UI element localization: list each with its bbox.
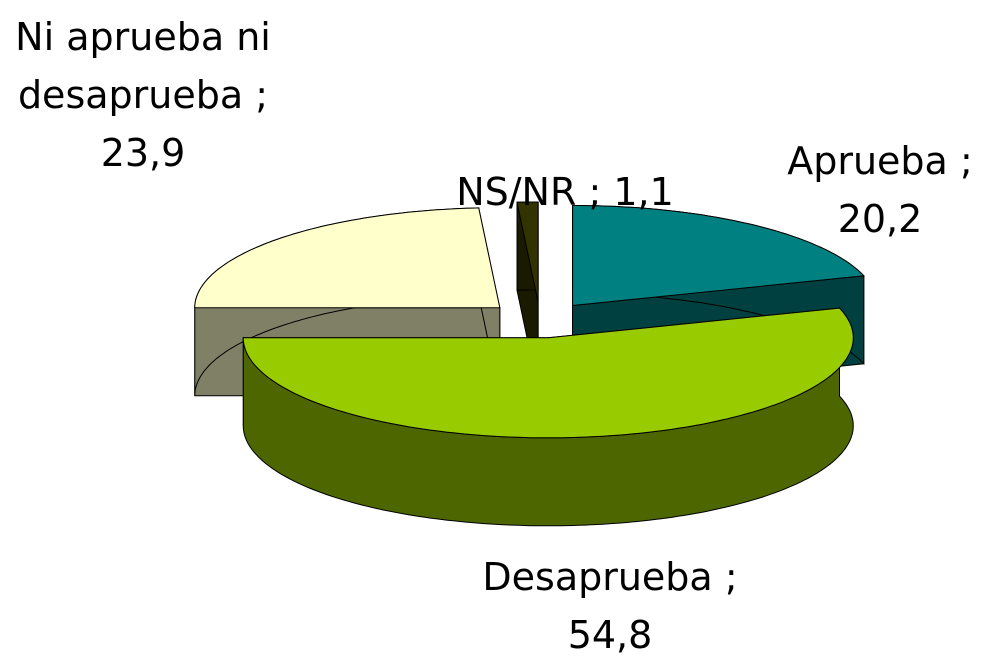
label-separator: ;	[724, 555, 738, 599]
category-name: Aprueba	[787, 139, 948, 183]
slice	[194, 207, 501, 309]
slice	[242, 307, 854, 439]
slice	[572, 205, 865, 307]
label-separator: ;	[255, 73, 269, 117]
category-name: Desaprueba	[482, 555, 713, 599]
value-label: 23,9	[100, 131, 186, 175]
data-label: NS/NR ; 1,1	[430, 163, 700, 221]
slice	[516, 201, 539, 303]
data-label: Aprueba ; 20,2	[780, 132, 980, 248]
category-name: Ni aprueba ni desaprueba	[15, 15, 271, 117]
label-separator: ;	[588, 170, 602, 214]
value-label: 20,2	[837, 197, 923, 241]
category-name: NS/NR	[456, 170, 577, 214]
data-label: Desaprueba ; 54,8	[470, 548, 750, 659]
label-separator: ;	[959, 139, 973, 183]
value-label: 1,1	[613, 170, 674, 214]
data-label: Ni aprueba ni desaprueba ; 23,9	[8, 8, 278, 182]
value-label: 54,8	[567, 613, 653, 657]
